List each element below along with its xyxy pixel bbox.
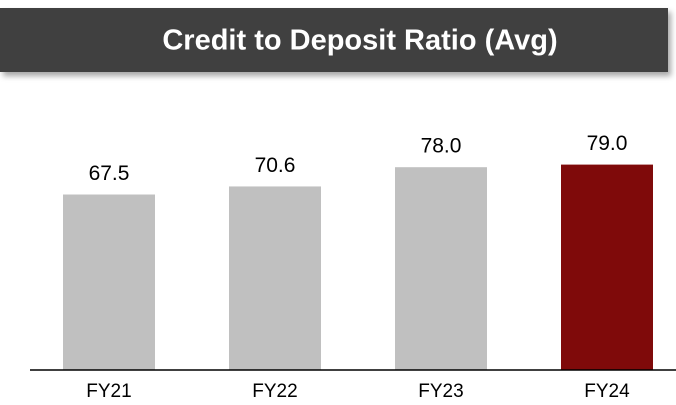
x-tick-label: FY23 <box>418 381 463 402</box>
data-label: 79.0 <box>587 132 628 155</box>
bar <box>229 186 321 370</box>
data-label: 70.6 <box>255 154 296 177</box>
x-tick-label: FY24 <box>584 381 630 402</box>
data-label: 78.0 <box>421 135 462 158</box>
title-banner <box>0 8 668 72</box>
x-tick-label: FY22 <box>252 381 297 402</box>
bar <box>561 164 653 370</box>
bar <box>395 167 487 370</box>
bar <box>63 194 155 370</box>
x-tick-label: FY21 <box>86 381 131 402</box>
chart-title: Credit to Deposit Ratio (Avg) <box>162 25 557 57</box>
data-label: 67.5 <box>89 162 130 185</box>
